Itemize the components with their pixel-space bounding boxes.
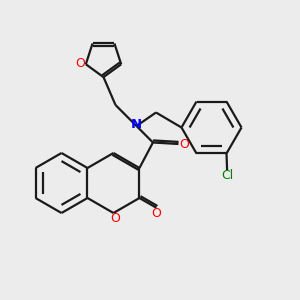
Text: O: O [179,137,189,151]
Text: O: O [75,57,85,70]
Text: Cl: Cl [221,169,233,182]
Text: N: N [131,118,142,131]
Text: O: O [110,212,120,225]
Text: O: O [152,207,161,220]
